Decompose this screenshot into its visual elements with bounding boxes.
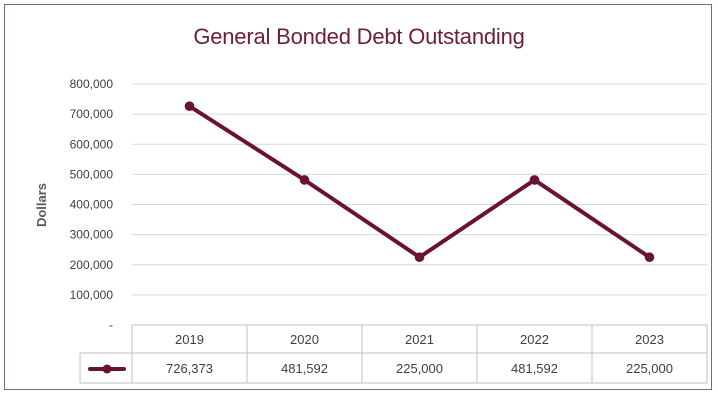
data-table-value: 481,592 — [511, 361, 558, 376]
y-tick-label: 400,000 — [70, 198, 114, 212]
data-point — [184, 101, 195, 111]
x-category-label: 2022 — [520, 332, 549, 347]
x-category-label: 2021 — [405, 332, 434, 347]
series-line — [184, 101, 655, 263]
data-table-value: 225,000 — [396, 361, 443, 376]
x-category-label: 2019 — [175, 332, 204, 347]
y-tick-label: 100,000 — [70, 288, 114, 302]
data-point — [414, 252, 425, 263]
data-table-value: 225,000 — [626, 361, 673, 376]
y-tick-label: 200,000 — [70, 258, 114, 272]
data-point — [299, 175, 310, 185]
x-category-label: 2020 — [290, 332, 319, 347]
y-tick-label: 700,000 — [70, 107, 114, 121]
data-point — [644, 252, 655, 263]
y-tick-labels: 800,000 700,000 600,000 500,000 400,000 300,0… — [70, 77, 114, 332]
data-table: 2019 2020 2021 2022 2023 726,373 481,592 225,00… — [79, 324, 708, 384]
chart-frame — [4, 4, 712, 390]
data-table-value: 481,592 — [281, 361, 328, 376]
y-tick-label: 800,000 — [70, 77, 114, 91]
data-point — [529, 175, 540, 185]
y-tick-label: 600,000 — [70, 137, 114, 151]
y-tick-label: 300,000 — [70, 228, 114, 242]
x-category-label: 2023 — [635, 332, 664, 347]
y-tick-label: - — [109, 318, 113, 332]
y-axis-label: Dollars — [34, 183, 49, 227]
gridlines — [132, 83, 707, 296]
data-table-value: 726,373 — [166, 361, 213, 376]
y-tick-label: 500,000 — [70, 167, 114, 181]
legend-key-marker — [102, 364, 112, 374]
chart-title: General Bonded Debt Outstanding — [193, 24, 525, 49]
